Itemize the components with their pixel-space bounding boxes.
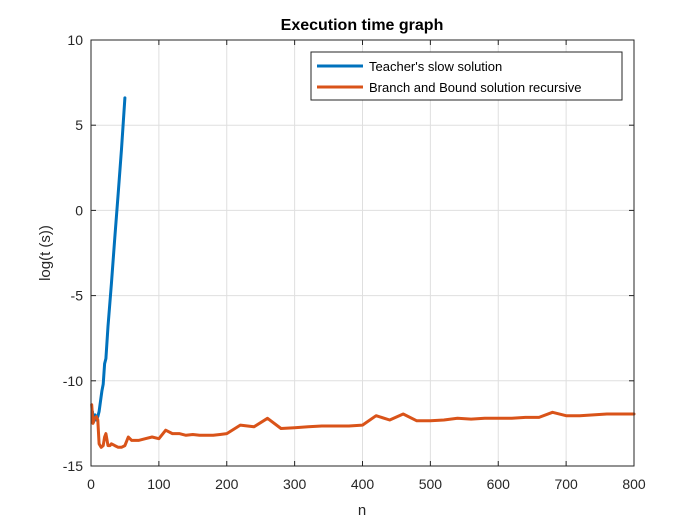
- x-tick-label: 300: [283, 476, 307, 492]
- x-tick-label: 800: [622, 476, 646, 492]
- y-tick-label: -15: [63, 458, 83, 474]
- y-tick-label: 0: [75, 202, 83, 218]
- legend-box: [310, 51, 623, 101]
- x-tick-label: 200: [215, 476, 239, 492]
- y-tick-label: -10: [63, 373, 83, 389]
- x-tick-label: 100: [147, 476, 171, 492]
- chart-title: Execution time graph: [281, 17, 444, 34]
- x-tick-label: 0: [87, 476, 95, 492]
- x-tick-label: 400: [351, 476, 375, 492]
- y-tick-label: 10: [67, 32, 83, 48]
- legend-label-2: Branch and Bound solution recursive: [369, 80, 581, 95]
- x-tick-label: 600: [487, 476, 511, 492]
- y-axis-label: log(t (s)): [37, 225, 54, 281]
- x-axis-label: n: [358, 502, 366, 519]
- y-tick-label: -5: [71, 288, 84, 304]
- legend: Teacher's slow solution Branch and Bound …: [310, 51, 623, 101]
- tick-labels: 0 100 200 300 400 500 600 700 800 -15 -10 -5 0 5 10: [63, 32, 646, 492]
- x-tick-label: 500: [419, 476, 443, 492]
- series-lines: [90, 96, 636, 449]
- axes-box: [90, 39, 635, 467]
- y-tick-label: 5: [75, 117, 83, 133]
- series-line-2: [90, 403, 636, 449]
- grid: [90, 39, 635, 467]
- x-tick-label: 700: [554, 476, 578, 492]
- legend-label-1: Teacher's slow solution: [369, 59, 502, 74]
